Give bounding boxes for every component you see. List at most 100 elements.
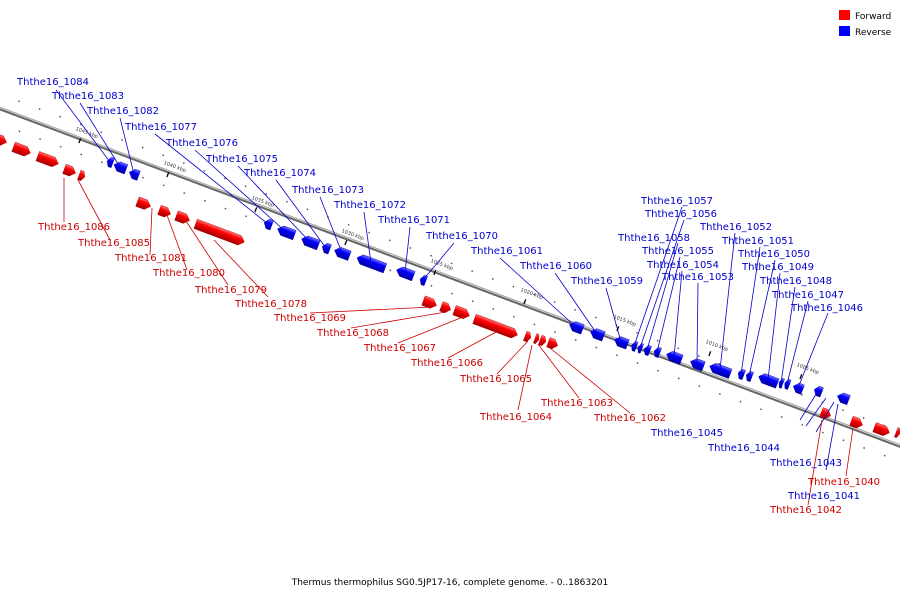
reverse-gene-arrow[interactable] — [744, 370, 754, 382]
track-dot — [471, 300, 474, 303]
reverse-gene-arrow[interactable] — [757, 372, 780, 389]
gene-label[interactable]: Ththe16_1063 — [540, 398, 613, 409]
gene-label[interactable]: Ththe16_1085 — [77, 238, 150, 249]
reverse-gene-arrow[interactable] — [836, 391, 851, 406]
gene-label[interactable]: Ththe16_1073 — [291, 185, 364, 196]
gene-leader-line — [149, 207, 153, 256]
gene-label[interactable]: Ththe16_1086 — [37, 222, 110, 233]
gene-label[interactable]: Ththe16_1069 — [273, 313, 346, 324]
gene-label[interactable]: Ththe16_1071 — [377, 215, 450, 226]
reverse-gene-arrow[interactable] — [613, 335, 630, 350]
gene-label[interactable]: Ththe16_1070 — [425, 231, 498, 242]
gene-label[interactable]: Ththe16_1078 — [234, 299, 307, 310]
gene-label[interactable]: Ththe16_1060 — [519, 261, 592, 272]
gene-label[interactable]: Ththe16_1084 — [16, 77, 89, 88]
gene-label[interactable]: Ththe16_1054 — [646, 260, 719, 271]
reverse-gene-arrow[interactable] — [783, 378, 792, 390]
gene-label[interactable]: Ththe16_1051 — [721, 236, 794, 247]
forward-gene-arrow[interactable] — [872, 422, 891, 438]
forward-gene-arrow[interactable] — [533, 333, 540, 345]
forward-gene-arrow[interactable] — [77, 170, 86, 182]
reverse-gene-arrow[interactable] — [105, 156, 115, 168]
forward-gene-arrow[interactable] — [421, 295, 439, 310]
gene-label[interactable]: Ththe16_1057 — [640, 196, 713, 207]
gene-label[interactable]: Ththe16_1041 — [787, 491, 860, 502]
gene-label[interactable]: Ththe16_1076 — [165, 138, 238, 149]
gene-label[interactable]: Ththe16_1075 — [205, 154, 278, 165]
gene-label[interactable]: Ththe16_1080 — [152, 268, 225, 279]
track-dot — [677, 347, 680, 350]
reverse-gene-arrow[interactable] — [777, 378, 785, 389]
gene-label[interactable]: Ththe16_1082 — [86, 106, 159, 117]
gene-label[interactable]: Ththe16_1043 — [769, 458, 842, 469]
forward-gene-arrow[interactable] — [193, 218, 246, 247]
reverse-gene-arrow[interactable] — [276, 224, 297, 241]
forward-gene-arrow[interactable] — [472, 313, 520, 340]
forward-gene-arrow[interactable] — [157, 204, 173, 219]
forward-gene-arrow[interactable] — [523, 331, 532, 343]
gene-label[interactable]: Ththe16_1053 — [661, 272, 734, 283]
gene-label[interactable]: Ththe16_1068 — [316, 328, 389, 339]
forward-gene-arrow[interactable] — [0, 132, 8, 147]
gene-label[interactable]: Ththe16_1059 — [570, 276, 643, 287]
reverse-gene-arrow[interactable] — [736, 368, 746, 380]
gene-label[interactable]: Ththe16_1045 — [650, 428, 723, 439]
reverse-gene-arrow[interactable] — [812, 385, 824, 398]
gene-features — [0, 132, 900, 439]
forward-gene-arrow[interactable] — [35, 151, 60, 168]
forward-gene-arrow[interactable] — [819, 407, 833, 421]
forward-gene-arrow[interactable] — [439, 301, 453, 315]
reverse-gene-arrow[interactable] — [418, 274, 428, 286]
gene-label[interactable]: Ththe16_1047 — [771, 290, 844, 301]
gene-label[interactable]: Ththe16_1050 — [737, 249, 810, 260]
gene-label[interactable]: Ththe16_1044 — [707, 443, 780, 454]
reverse-gene-arrow[interactable] — [262, 218, 274, 231]
forward-gene-arrow[interactable] — [135, 196, 153, 211]
reverse-gene-arrow[interactable] — [355, 253, 388, 274]
reverse-gene-arrow[interactable] — [652, 346, 662, 358]
reverse-gene-arrow[interactable] — [128, 168, 141, 181]
gene-label[interactable]: Ththe16_1062 — [593, 413, 666, 424]
gene-label[interactable]: Ththe16_1042 — [769, 505, 842, 516]
forward-gene-arrow[interactable] — [62, 163, 78, 178]
gene-label[interactable]: Ththe16_1079 — [194, 285, 267, 296]
reverse-gene-arrow[interactable] — [112, 160, 129, 175]
track-dot — [203, 169, 206, 172]
track-dot — [842, 439, 845, 442]
gene-label[interactable]: Ththe16_1074 — [243, 168, 316, 179]
gene-label[interactable]: Ththe16_1072 — [333, 200, 406, 211]
reverse-gene-arrow[interactable] — [689, 357, 706, 372]
gene-label[interactable]: Ththe16_1052 — [699, 222, 772, 233]
reverse-gene-arrow[interactable] — [333, 246, 352, 261]
gene-label[interactable]: Ththe16_1066 — [410, 358, 483, 369]
forward-gene-arrow[interactable] — [546, 337, 560, 351]
gene-label[interactable]: Ththe16_1067 — [363, 343, 436, 354]
forward-gene-arrow[interactable] — [538, 335, 547, 347]
gene-label[interactable]: Ththe16_1040 — [807, 477, 880, 488]
gene-label[interactable]: Ththe16_1049 — [741, 262, 814, 273]
forward-gene-arrow[interactable] — [894, 427, 900, 439]
forward-gene-arrow[interactable] — [174, 210, 192, 225]
gene-label[interactable]: Ththe16_1064 — [479, 412, 552, 423]
reverse-gene-arrow[interactable] — [642, 344, 652, 356]
reverse-gene-arrow[interactable] — [300, 234, 321, 251]
forward-gene-arrow[interactable] — [11, 141, 32, 158]
gene-label[interactable]: Ththe16_1083 — [51, 91, 124, 102]
reverse-gene-arrow[interactable] — [395, 265, 416, 282]
gene-label[interactable]: Ththe16_1048 — [759, 276, 832, 287]
forward-gene-arrow[interactable] — [849, 415, 865, 430]
gene-label[interactable]: Ththe16_1055 — [641, 246, 714, 257]
forward-gene-arrow[interactable] — [452, 305, 471, 321]
reverse-gene-arrow[interactable] — [589, 327, 606, 342]
track-dot — [80, 153, 83, 156]
gene-label[interactable]: Ththe16_1081 — [114, 253, 187, 264]
gene-label[interactable]: Ththe16_1077 — [124, 122, 197, 133]
gene-label[interactable]: Ththe16_1056 — [644, 209, 717, 220]
track-dot — [18, 130, 21, 133]
gene-label[interactable]: Ththe16_1058 — [617, 233, 690, 244]
gene-label[interactable]: Ththe16_1046 — [790, 303, 863, 314]
reverse-gene-arrow[interactable] — [708, 361, 733, 379]
gene-label[interactable]: Ththe16_1065 — [459, 374, 532, 385]
track-dot — [183, 192, 186, 195]
gene-label[interactable]: Ththe16_1061 — [470, 246, 543, 257]
